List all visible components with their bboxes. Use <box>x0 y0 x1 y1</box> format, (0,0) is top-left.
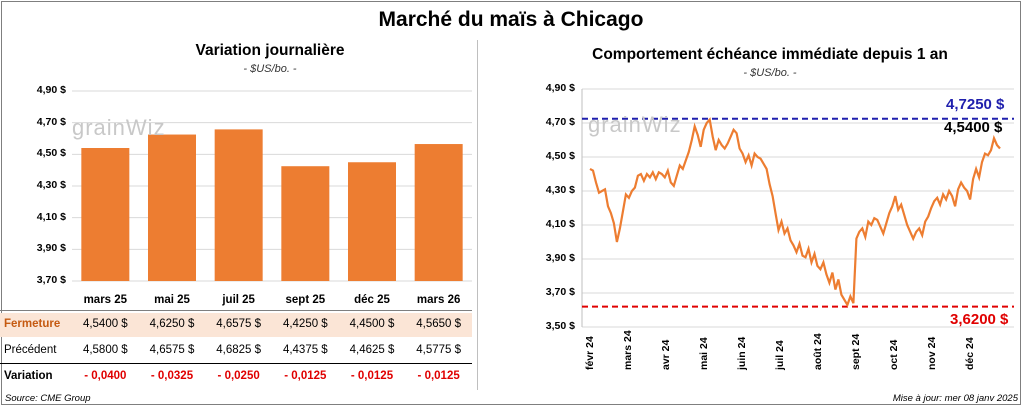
left-chart-unit: - $US/bo. - <box>243 63 297 75</box>
table-row-precedent: Précédent <box>0 339 472 363</box>
table-cell: 4,6575 $ <box>149 344 195 356</box>
table-cell: 4,6575 $ <box>216 318 262 330</box>
left-chart-title: Variation journalière <box>195 42 345 59</box>
table-cell: 4,5400 $ <box>82 318 128 330</box>
left-y-tick-label: 3,70 $ <box>36 274 66 286</box>
x-tick-label: sept 24 <box>850 333 862 370</box>
category-label: juil 25 <box>222 294 255 306</box>
grainwiz-logo-left: grainWiz <box>72 115 166 140</box>
table-cell: 4,6825 $ <box>216 344 262 356</box>
right-y-tick-label: 4,10 $ <box>545 218 575 230</box>
row-label-precedent: Précédent <box>4 344 57 356</box>
table-row-fermeture: Fermeture <box>0 313 472 337</box>
category-label: mai 25 <box>154 294 190 306</box>
x-tick-label: nov 24 <box>926 336 938 370</box>
x-tick-label: mars 24 <box>622 330 634 370</box>
bar-5 <box>414 144 463 281</box>
right-y-tick-label: 4,90 $ <box>545 82 575 94</box>
left-y-tick-label: 4,70 $ <box>36 115 66 128</box>
x-tick-label: févr 24 <box>584 336 596 370</box>
table-cell: 4,4500 $ <box>349 318 395 330</box>
table-row-variation: Variation <box>0 365 472 389</box>
x-tick-label: mai 24 <box>698 337 710 370</box>
left-y-tick-label: 3,90 $ <box>36 242 66 255</box>
x-tick-label: juin 24 <box>736 336 748 370</box>
table-cell: 4,5775 $ <box>416 344 462 356</box>
bar-0 <box>81 148 130 281</box>
table-cell: - 0,0125 <box>417 370 460 382</box>
price-series-line <box>589 117 1001 308</box>
table-cell: - 0,0325 <box>150 370 194 382</box>
right-y-tick-label: 4,30 $ <box>545 184 575 196</box>
left-y-tick-label: 4,30 $ <box>36 179 66 191</box>
table-cell: 4,4375 $ <box>282 344 328 356</box>
x-tick-label: juil 24 <box>774 340 786 370</box>
grainwiz-logo-right: grainWiz <box>588 112 682 137</box>
table-cell: 4,6250 $ <box>149 318 195 330</box>
left-y-tick-label: 4,90 $ <box>36 84 66 96</box>
table-cell: - 0,0125 <box>284 370 327 382</box>
table-cell: - 0,0125 <box>350 370 394 382</box>
panel-separator <box>477 40 478 390</box>
right-chart-title: Comportement échéance immédiate depuis 1… <box>592 46 948 63</box>
bar-2 <box>214 129 263 281</box>
table-divider <box>0 310 472 311</box>
source-note: Source: CME Group <box>5 393 91 404</box>
right-y-tick-label: 3,70 $ <box>545 286 575 298</box>
table-cell: - 0,0400 <box>84 370 127 382</box>
last-value-label: 4,5400 $ <box>944 119 1003 136</box>
table-cell: 4,5650 $ <box>416 318 462 330</box>
page-title: Marché du maïs à Chicago <box>378 8 644 31</box>
row-label-variation: Variation <box>4 370 53 382</box>
x-tick-label: août 24 <box>812 333 824 370</box>
min-value-label: 3,6200 $ <box>950 311 1009 328</box>
left-y-tick-label: 4,10 $ <box>36 210 66 223</box>
right-y-tick-label: 3,90 $ <box>545 252 575 264</box>
table-cell: 4,4250 $ <box>282 318 328 330</box>
category-label: mars 25 <box>83 294 128 306</box>
max-value-label: 4,7250 $ <box>946 96 1005 113</box>
category-label: déc 25 <box>354 294 390 306</box>
right-y-tick-label: 4,70 $ <box>545 116 575 128</box>
x-tick-label: déc 24 <box>964 337 976 370</box>
x-tick-label: avr 24 <box>660 339 672 370</box>
right-y-tick-label: 4,50 $ <box>545 150 575 162</box>
table-cell: 4,4625 $ <box>349 344 395 356</box>
row-label-fermeture: Fermeture <box>4 318 61 330</box>
category-label: mars 26 <box>416 294 461 306</box>
update-note: Mise à jour: mer 08 janv 2025 <box>892 393 1018 404</box>
bar-4 <box>348 162 396 281</box>
right-chart-unit: - $US/bo. - <box>743 67 797 79</box>
table-cell: - 0,0250 <box>217 370 260 382</box>
right-y-tick-label: 3,50 $ <box>545 320 575 332</box>
category-label: sept 25 <box>285 294 326 306</box>
bar-3 <box>281 166 330 281</box>
table-divider-2 <box>0 363 472 364</box>
table-cell: 4,5800 $ <box>82 344 128 356</box>
bar-1 <box>148 134 196 281</box>
left-y-tick-label: 4,50 $ <box>36 147 66 160</box>
x-tick-label: oct 24 <box>888 339 900 370</box>
left-bar-chart <box>72 90 472 282</box>
